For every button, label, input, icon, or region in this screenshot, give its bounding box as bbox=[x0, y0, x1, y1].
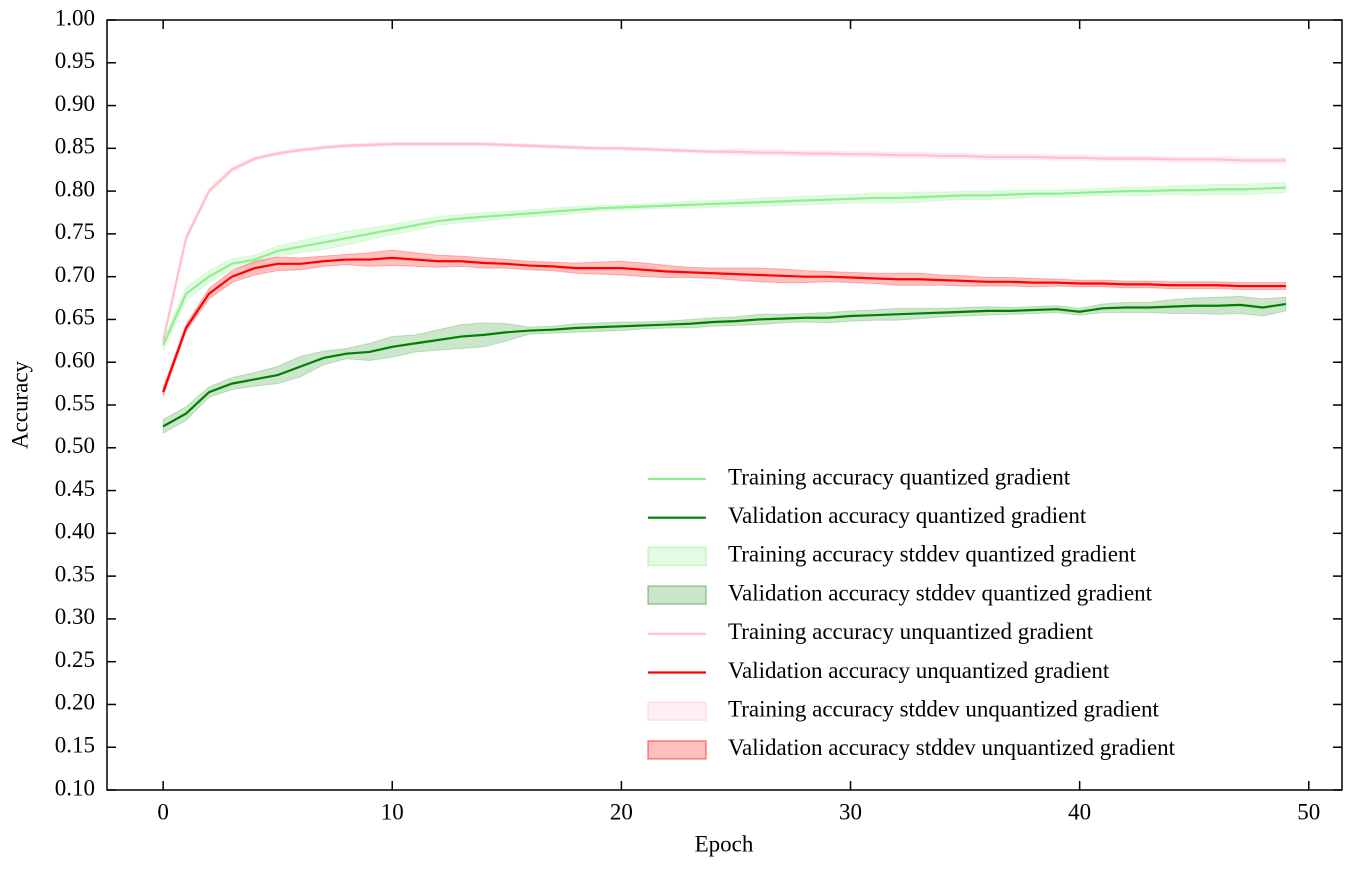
plot-frame bbox=[106, 19, 1343, 791]
stddev-band bbox=[162, 295, 1287, 435]
legend-label: Validation accuracy quantized gradient bbox=[728, 503, 1087, 528]
legend-label: Training accuracy quantized gradient bbox=[728, 464, 1071, 489]
legend-label: Training accuracy stddev unquantized gra… bbox=[728, 696, 1160, 721]
mean-line bbox=[162, 302, 1287, 428]
y-tick-label: 0.35 bbox=[55, 561, 95, 586]
x-tick-label: 20 bbox=[610, 799, 633, 824]
legend-label: Training accuracy stddev quantized gradi… bbox=[728, 542, 1137, 567]
y-tick-label: 0.30 bbox=[55, 604, 95, 629]
x-tick-label: 50 bbox=[1297, 799, 1320, 824]
legend-swatch bbox=[647, 546, 707, 567]
y-tick-label: 0.60 bbox=[55, 348, 95, 373]
y-tick-label: 0.65 bbox=[55, 305, 95, 330]
y-tick-label: 0.25 bbox=[55, 647, 95, 672]
y-tick-label: 0.70 bbox=[55, 262, 95, 287]
y-tick-label: 0.45 bbox=[55, 476, 95, 501]
y-tick-label: 0.85 bbox=[55, 134, 95, 159]
legend-swatch bbox=[647, 740, 707, 760]
x-tick-label: 10 bbox=[381, 799, 404, 824]
legend-swatch bbox=[647, 585, 707, 605]
plot-area bbox=[162, 141, 1287, 435]
legend-label: Validation accuracy stddev quantized gra… bbox=[728, 580, 1153, 605]
x-tick-label: 0 bbox=[157, 799, 169, 824]
y-tick-label: 0.50 bbox=[55, 433, 95, 458]
x-tick-label: 40 bbox=[1068, 799, 1091, 824]
y-tick-label: 0.90 bbox=[55, 91, 95, 116]
mean-line bbox=[162, 186, 1286, 346]
y-axis-label: Accuracy bbox=[7, 360, 32, 449]
y-tick-label: 0.75 bbox=[55, 219, 95, 244]
x-tick-label: 30 bbox=[839, 799, 862, 824]
y-tick-label: 0.80 bbox=[55, 176, 95, 201]
mean-line bbox=[162, 256, 1286, 393]
legend-label: Validation accuracy unquantized gradient bbox=[728, 658, 1110, 683]
stddev-band bbox=[162, 141, 1287, 345]
legend-label: Validation accuracy stddev unquantized g… bbox=[728, 735, 1176, 760]
mean-line bbox=[162, 142, 1286, 342]
y-tick-label: 0.15 bbox=[55, 733, 95, 758]
y-tick-label: 0.10 bbox=[55, 775, 95, 800]
legend-label: Training accuracy unquantized gradient bbox=[728, 619, 1094, 644]
y-tick-label: 0.95 bbox=[55, 48, 95, 73]
y-tick-label: 0.40 bbox=[55, 519, 95, 544]
y-tick-label: 0.20 bbox=[55, 690, 95, 715]
y-tick-label: 0.55 bbox=[55, 390, 95, 415]
stddev-band bbox=[162, 182, 1287, 351]
y-tick-label: 1.00 bbox=[55, 5, 95, 30]
legend-swatch bbox=[647, 701, 707, 721]
x-axis-label: Epoch bbox=[695, 831, 754, 856]
